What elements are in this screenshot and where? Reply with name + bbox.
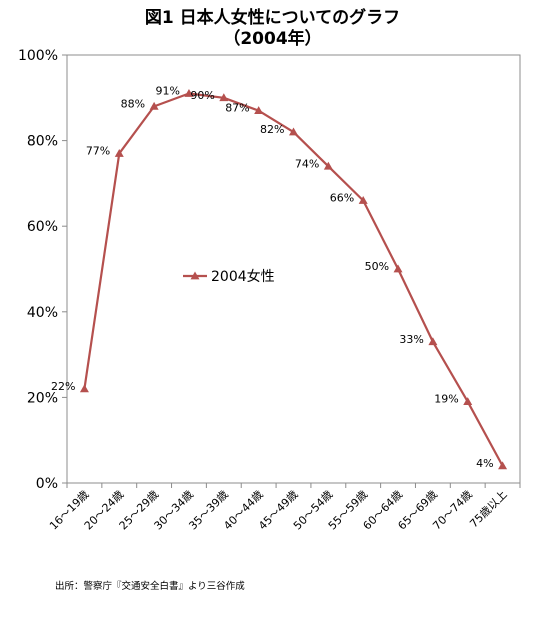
plot-area — [66, 54, 521, 484]
data-point — [289, 127, 298, 136]
y-tick-label: 60% — [27, 219, 58, 235]
data-label: 66% — [330, 192, 354, 205]
chart-title: 図1 日本人女性についてのグラフ — [144, 8, 401, 28]
data-label: 77% — [86, 144, 110, 157]
data-label: 87% — [225, 102, 249, 115]
data-point — [149, 101, 159, 110]
data-label: 90% — [190, 89, 214, 102]
data-label: 4% — [476, 457, 493, 470]
data-label: 50% — [365, 260, 389, 273]
data-point — [498, 461, 508, 470]
data-point — [358, 196, 368, 204]
y-tick-label: 80% — [27, 134, 58, 150]
data-point — [79, 384, 89, 393]
y-tick-label: 0% — [36, 476, 58, 492]
data-label: 82% — [260, 123, 284, 136]
data-point — [219, 93, 229, 102]
data-point — [323, 161, 333, 170]
chart-subtitle: （2004年） — [223, 29, 322, 49]
series-line — [83, 92, 504, 467]
y-tick-label: 20% — [27, 390, 58, 406]
y-tick-label: 40% — [27, 305, 58, 321]
x-tick-label: 75歳以上 — [467, 488, 509, 530]
y-tick-label: 100% — [18, 48, 58, 64]
data-label: 22% — [51, 380, 75, 393]
data-label: 74% — [295, 157, 319, 170]
data-point — [428, 337, 438, 346]
legend-marker — [190, 271, 200, 280]
data-label: 91% — [156, 85, 180, 98]
data-point — [254, 106, 264, 115]
data-label: 19% — [434, 393, 458, 406]
data-point — [184, 89, 194, 97]
source-note: 出所：警察庁『交通安全白書』より三谷作成 — [55, 581, 245, 592]
data-point — [463, 397, 473, 406]
data-label: 33% — [399, 333, 423, 346]
data-point — [114, 148, 124, 157]
data-label: 88% — [121, 97, 145, 110]
legend-label: 2004女性 — [211, 268, 275, 285]
data-point — [393, 264, 403, 273]
